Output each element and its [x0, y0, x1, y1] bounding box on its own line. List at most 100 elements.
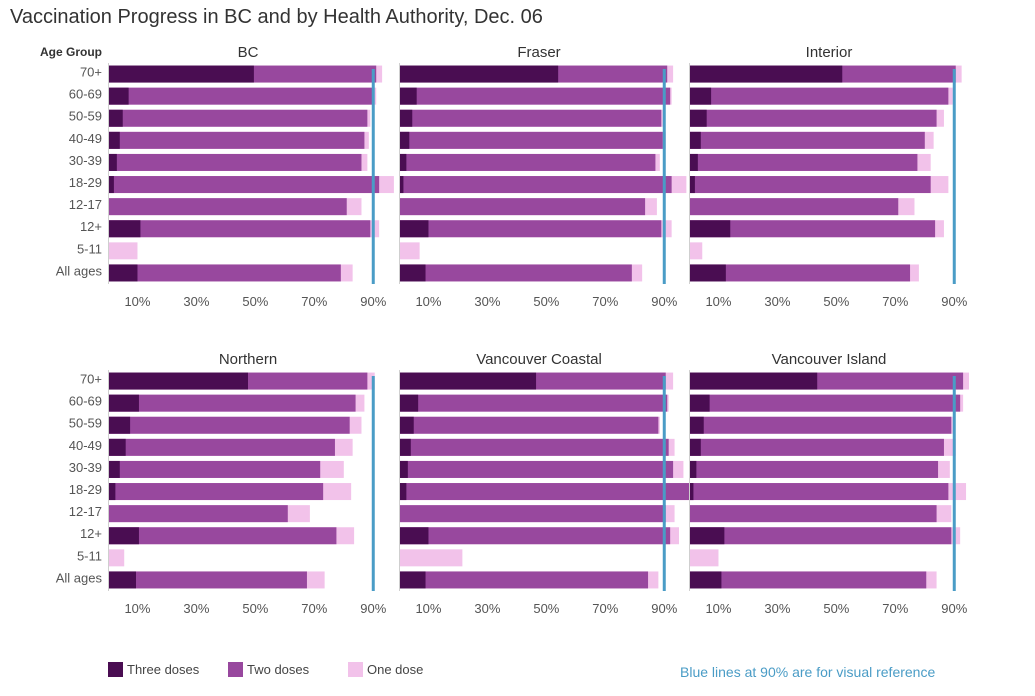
- bar-three-doses: [689, 394, 710, 412]
- bar-three-doses: [399, 483, 407, 501]
- x-tick-label: 70%: [592, 294, 618, 309]
- legend-label-two-doses: Two doses: [247, 662, 310, 677]
- bar-three-doses: [399, 153, 407, 171]
- bar-three-doses: [689, 65, 843, 83]
- bar-two-doses: [689, 483, 949, 501]
- category-label: 70+: [80, 372, 102, 387]
- bar-two-doses: [689, 527, 952, 545]
- x-tick-label: 50%: [533, 294, 559, 309]
- panel-title-interior: Interior: [806, 44, 853, 61]
- bar-two-doses: [108, 460, 321, 478]
- bar-two-doses: [399, 131, 663, 149]
- bar-three-doses: [399, 460, 408, 478]
- bar-two-doses: [399, 198, 646, 216]
- bar-two-doses: [108, 87, 374, 105]
- bar-two-doses: [689, 416, 952, 434]
- x-tick-label: 30%: [183, 294, 209, 309]
- x-tick-label: 90%: [651, 294, 677, 309]
- bar-three-doses: [399, 571, 426, 589]
- bar-three-doses: [689, 153, 698, 171]
- bar-three-doses: [689, 416, 704, 434]
- bar-three-doses: [689, 176, 695, 194]
- x-tick-label: 50%: [533, 601, 559, 616]
- x-tick-label: 90%: [941, 294, 967, 309]
- x-tick-label: 10%: [415, 601, 441, 616]
- category-label: 12-17: [69, 197, 102, 212]
- bar-three-doses: [108, 394, 139, 412]
- bar-three-doses: [108, 65, 254, 83]
- x-tick-label: 90%: [360, 294, 386, 309]
- panel-title-northern: Northern: [219, 351, 277, 368]
- bar-three-doses: [399, 220, 429, 238]
- bar-three-doses: [689, 571, 722, 589]
- panel-title-bc: BC: [238, 44, 259, 61]
- x-tick-label: 50%: [823, 601, 849, 616]
- category-label: 12+: [80, 219, 102, 234]
- bar-two-doses: [399, 438, 669, 456]
- bar-two-doses: [108, 527, 337, 545]
- category-label: 60-69: [69, 87, 102, 102]
- x-tick-label: 10%: [415, 294, 441, 309]
- x-tick-label: 10%: [124, 294, 150, 309]
- bar-three-doses: [108, 527, 139, 545]
- legend-label-three-doses: Three doses: [127, 662, 200, 677]
- category-label: 30-39: [69, 460, 102, 475]
- legend-swatch-one-dose: [348, 662, 363, 677]
- category-label: 50-59: [69, 416, 102, 431]
- x-tick-label: 70%: [592, 601, 618, 616]
- bar-three-doses: [689, 527, 725, 545]
- category-label: 5-11: [77, 241, 102, 256]
- x-tick-label: 70%: [882, 294, 908, 309]
- bar-two-doses: [108, 483, 324, 501]
- bar-two-doses: [689, 264, 911, 282]
- bar-three-doses: [689, 372, 818, 390]
- bar-two-doses: [399, 87, 671, 105]
- bar-one-dose: [399, 549, 463, 567]
- x-tick-label: 70%: [301, 601, 327, 616]
- x-tick-label: 30%: [764, 601, 790, 616]
- category-label: All ages: [56, 570, 103, 585]
- bar-two-doses: [108, 153, 362, 171]
- panel-title-fraser: Fraser: [517, 44, 560, 61]
- bar-two-doses: [399, 394, 668, 412]
- x-tick-label: 70%: [301, 294, 327, 309]
- category-label: All ages: [56, 263, 103, 278]
- bar-two-doses: [689, 505, 937, 523]
- bar-three-doses: [399, 372, 537, 390]
- bar-three-doses: [108, 153, 117, 171]
- x-tick-label: 90%: [651, 601, 677, 616]
- x-tick-label: 90%: [941, 601, 967, 616]
- bar-three-doses: [399, 438, 411, 456]
- panel-title-vancouver-island: Vancouver Island: [772, 351, 887, 368]
- bar-two-doses: [108, 438, 335, 456]
- bar-two-doses: [399, 220, 662, 238]
- bar-two-doses: [399, 176, 672, 194]
- bar-two-doses: [108, 416, 350, 434]
- bar-three-doses: [399, 109, 413, 127]
- x-tick-label: 30%: [764, 294, 790, 309]
- bar-three-doses: [399, 87, 417, 105]
- bar-two-doses: [108, 176, 380, 194]
- bar-two-doses: [689, 109, 937, 127]
- chart-title: Vaccination Progress in BC and by Health…: [10, 6, 543, 28]
- bar-one-dose: [108, 242, 138, 260]
- bar-one-dose: [689, 242, 703, 260]
- bar-two-doses: [108, 264, 341, 282]
- bar-two-doses: [689, 176, 931, 194]
- bar-two-doses: [399, 483, 694, 501]
- bar-three-doses: [108, 438, 126, 456]
- bar-three-doses: [399, 176, 404, 194]
- bar-two-doses: [108, 505, 288, 523]
- bar-three-doses: [399, 264, 426, 282]
- bar-two-doses: [399, 153, 656, 171]
- bar-three-doses: [689, 87, 712, 105]
- x-tick-label: 10%: [124, 601, 150, 616]
- bar-three-doses: [689, 220, 731, 238]
- bar-three-doses: [108, 131, 120, 149]
- bar-three-doses: [108, 483, 116, 501]
- bar-three-doses: [689, 109, 707, 127]
- bar-three-doses: [399, 394, 419, 412]
- bar-two-doses: [689, 153, 918, 171]
- bar-three-doses: [689, 264, 726, 282]
- category-label: 30-39: [69, 153, 102, 168]
